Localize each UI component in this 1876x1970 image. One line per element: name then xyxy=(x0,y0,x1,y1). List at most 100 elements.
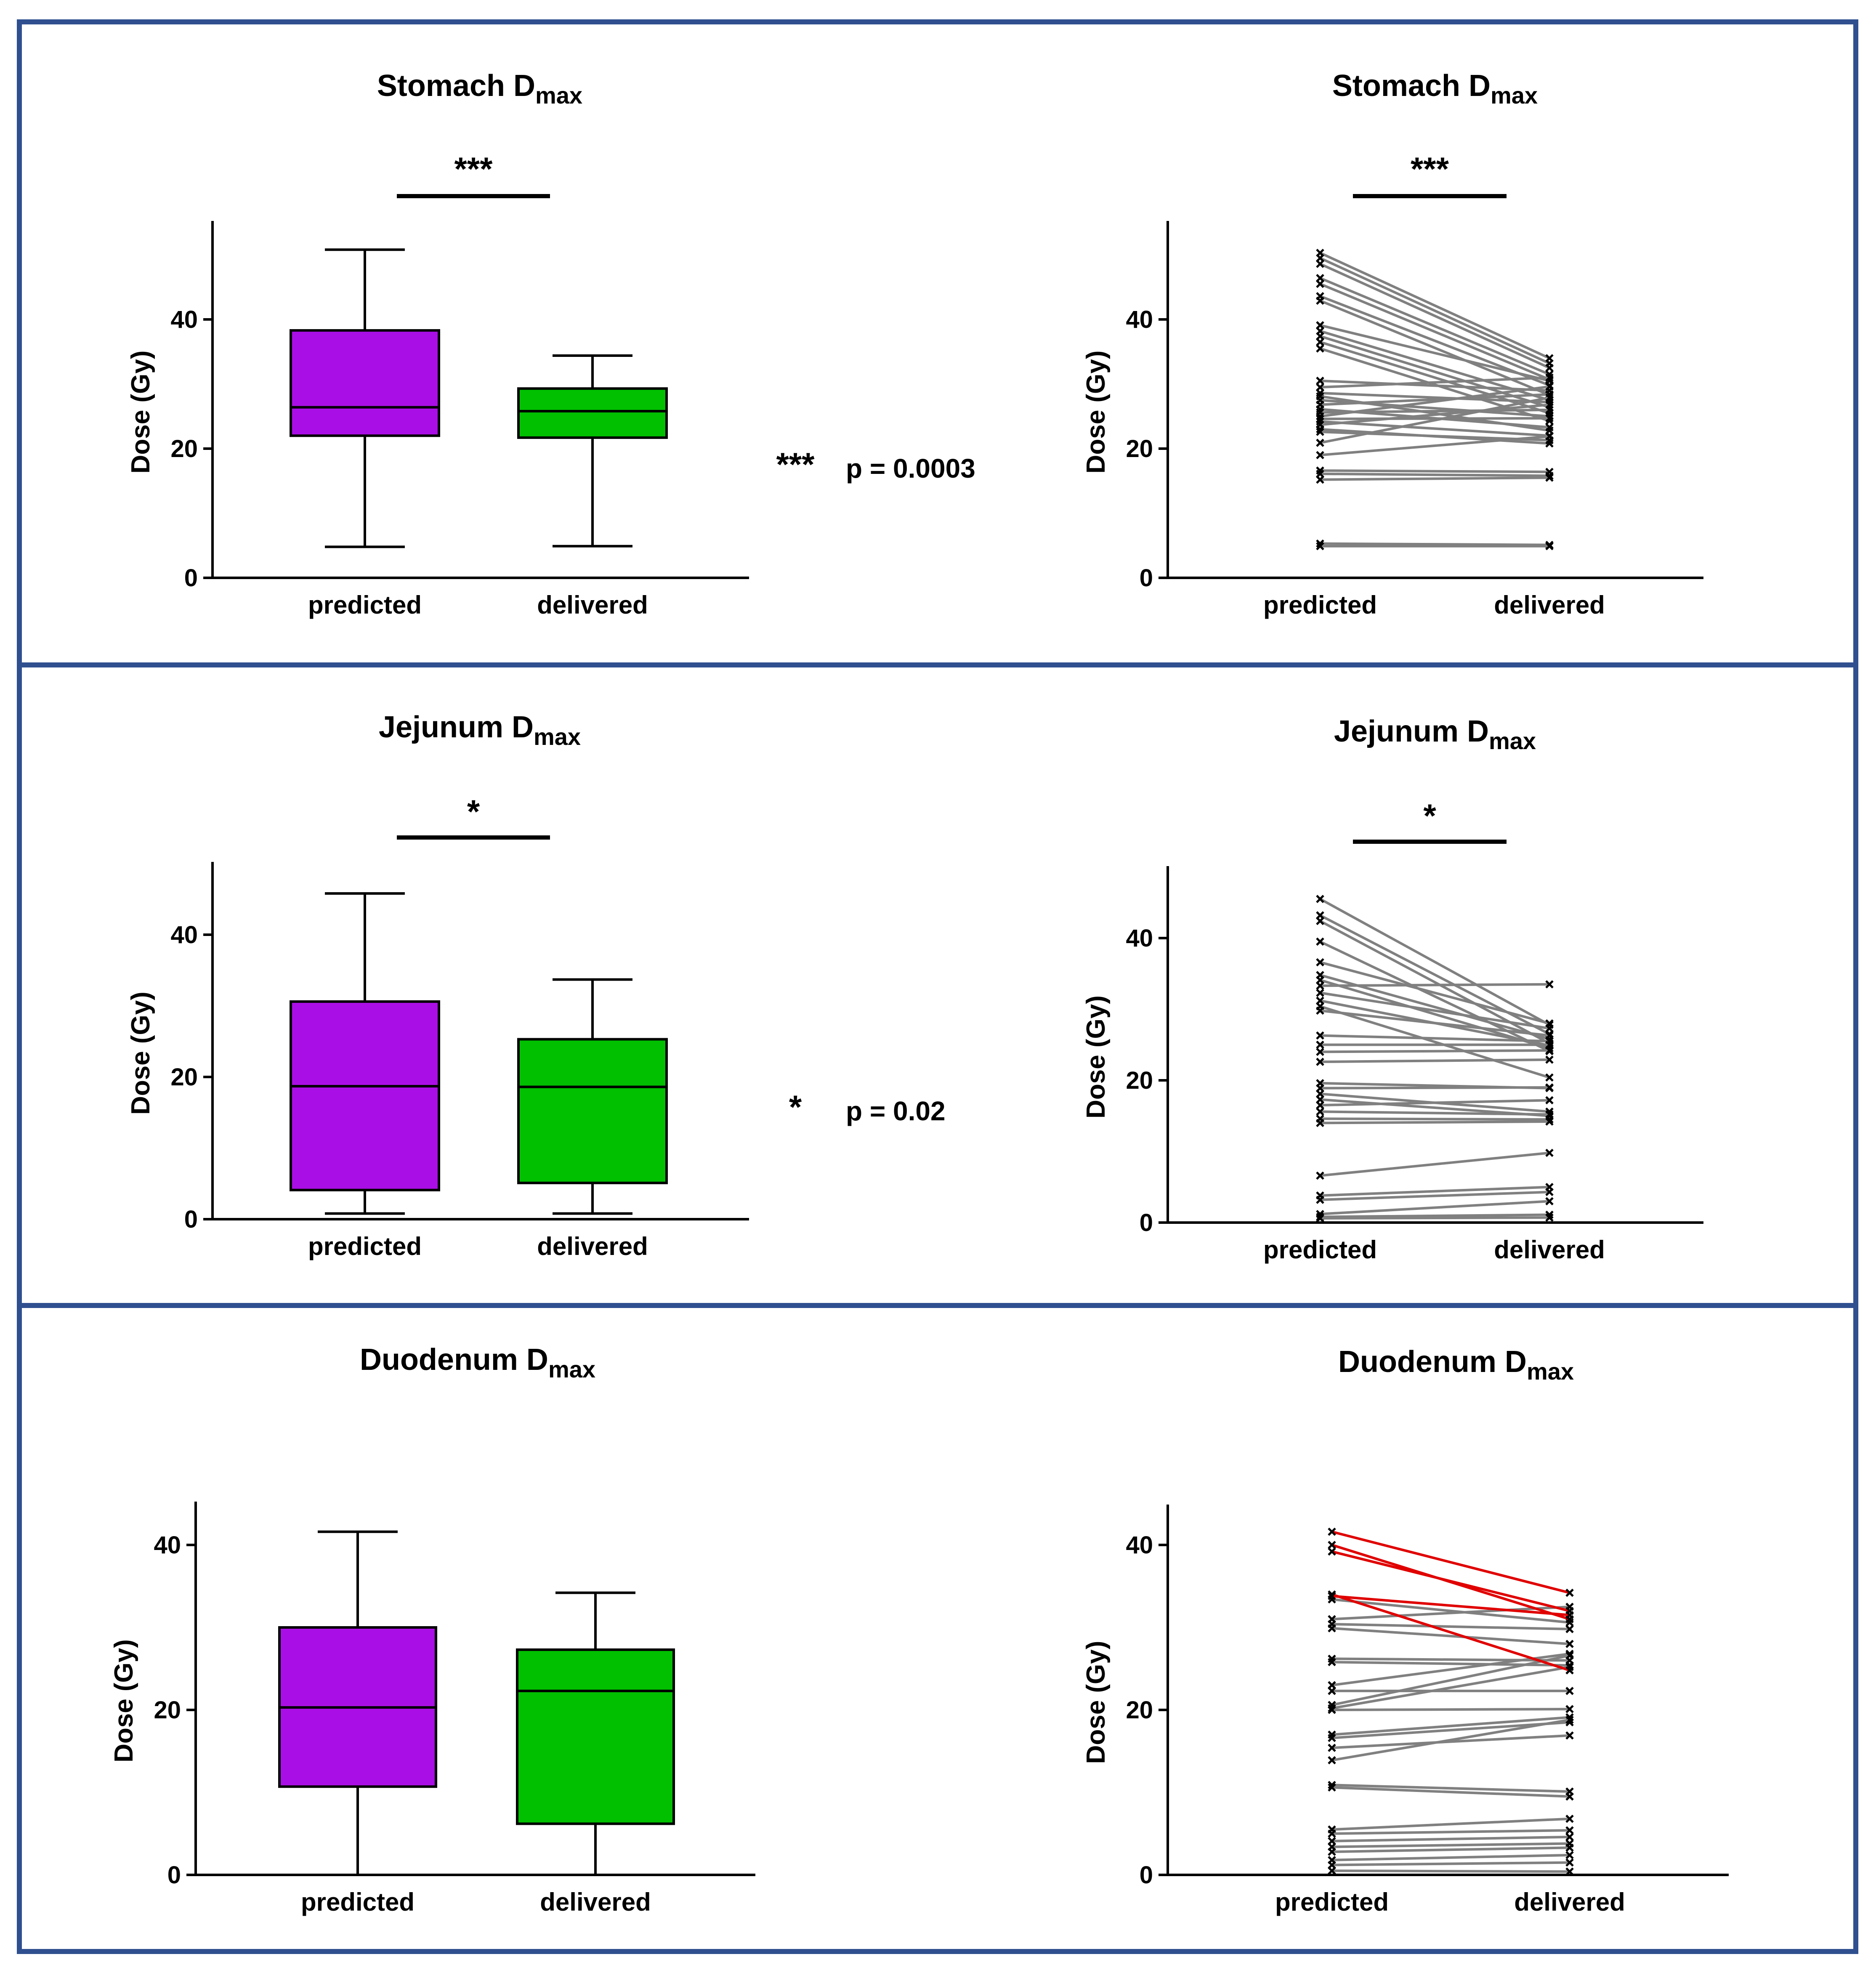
pair xyxy=(1328,1843,1574,1856)
data-point-marker xyxy=(1565,1687,1574,1695)
pair-line xyxy=(1319,276,1550,376)
data-point-marker xyxy=(1545,1073,1554,1082)
x-category-label: predicted xyxy=(308,591,422,619)
data-point-marker xyxy=(1316,260,1324,268)
data-point-marker xyxy=(1316,1196,1324,1204)
y-tick-label: 20 xyxy=(170,435,198,463)
significance-stars: *** xyxy=(454,150,493,187)
pair-line xyxy=(1320,385,1550,418)
chart-title-main: Duodenum D xyxy=(1338,1345,1527,1379)
y-tick-label: 0 xyxy=(1140,564,1153,592)
data-point-marker xyxy=(1545,423,1554,432)
y-axis-label: Dose (Gy) xyxy=(126,992,155,1115)
data-point-marker xyxy=(1316,917,1324,925)
pair-line xyxy=(1320,992,1550,1030)
data-point-marker xyxy=(1545,473,1554,482)
data-point-marker xyxy=(1328,1624,1336,1632)
data-point-marker xyxy=(1316,1101,1324,1109)
data-point-marker xyxy=(1565,1705,1574,1713)
data-point-marker xyxy=(1316,439,1324,447)
box-iqr xyxy=(290,1000,440,1191)
x-category-label: delivered xyxy=(537,1232,648,1260)
data-point-marker xyxy=(1545,432,1554,441)
p-value-label: p = 0.0003 xyxy=(846,453,975,484)
pair-line xyxy=(1331,1654,1570,1707)
chart-title: Jejunum Dmax xyxy=(379,710,581,750)
chart-title: Stomach Dmax xyxy=(377,69,582,109)
pair xyxy=(1328,1620,1574,1633)
significance-stars: * xyxy=(467,793,480,830)
p-value-stars: *** xyxy=(776,446,815,483)
pair-line xyxy=(1331,1593,1570,1672)
pair-line xyxy=(1320,417,1550,420)
data-point-marker xyxy=(1316,428,1324,436)
data-point-marker xyxy=(1565,1833,1574,1841)
pair-line xyxy=(1331,1623,1570,1630)
data-point-marker xyxy=(1328,1541,1336,1549)
pair-line xyxy=(1320,396,1550,444)
pair xyxy=(1316,1002,1554,1082)
data-point-marker xyxy=(1328,1658,1336,1667)
significance-stars: * xyxy=(1423,797,1436,834)
chart-title: Jejunum Dmax xyxy=(1334,715,1536,754)
data-point-marker xyxy=(1565,1651,1574,1660)
pair xyxy=(1316,542,1554,550)
pair xyxy=(1328,1705,1574,1714)
pair-line xyxy=(1331,1718,1570,1762)
data-point-marker xyxy=(1328,1733,1336,1742)
data-point-marker xyxy=(1328,1783,1336,1792)
pair-line xyxy=(1331,1786,1570,1798)
data-point-marker xyxy=(1316,1214,1324,1223)
pair xyxy=(1316,1055,1554,1066)
pair-line xyxy=(1331,1846,1570,1853)
data-point-marker xyxy=(1328,1848,1336,1856)
y-axis-label: Dose (Gy) xyxy=(1081,1641,1111,1764)
pair-line xyxy=(1320,1186,1550,1197)
pair-line xyxy=(1320,1009,1550,1037)
pair-line xyxy=(1320,1200,1550,1215)
data-point-marker xyxy=(1565,1715,1574,1724)
pair-line xyxy=(1320,403,1550,426)
data-point-marker xyxy=(1545,400,1554,409)
x-category-label: delivered xyxy=(537,591,648,619)
chart-title-main: Jejunum D xyxy=(379,710,534,744)
pair-line xyxy=(1320,1110,1550,1116)
data-point-marker xyxy=(1565,1611,1574,1619)
y-axis-label: Dose (Gy) xyxy=(126,351,155,474)
pair-line xyxy=(1319,257,1550,365)
pair xyxy=(1328,1731,1574,1752)
pair-line xyxy=(1320,393,1550,406)
pair-line xyxy=(1331,1716,1570,1736)
y-tick-label: 40 xyxy=(170,306,198,333)
chart-title-main: Stomach D xyxy=(1332,69,1491,103)
pair xyxy=(1328,1826,1574,1838)
data-point-marker xyxy=(1328,1866,1336,1875)
p-value-label: p = 0.02 xyxy=(846,1096,946,1126)
pair xyxy=(1316,432,1554,460)
data-point-marker xyxy=(1545,382,1554,391)
pair-line xyxy=(1331,1652,1570,1687)
y-tick-label: 40 xyxy=(1126,306,1153,333)
pair-line xyxy=(1320,1120,1550,1125)
pair xyxy=(1328,1718,1574,1742)
pair-line xyxy=(1319,940,1550,1053)
chart-stomach-pairs: Stomach Dmax 0 20 40 Dose (Gy) predicted deliv… xyxy=(1081,69,1703,619)
pair-line xyxy=(1320,1049,1550,1053)
pair xyxy=(1316,260,1554,372)
chart-title-subscript: max xyxy=(1527,1358,1574,1385)
pair xyxy=(1316,1096,1554,1109)
data-point-marker xyxy=(1316,981,1324,990)
data-point-marker xyxy=(1316,1171,1324,1180)
pair-line xyxy=(1331,1817,1570,1831)
y-tick-label: 0 xyxy=(167,1861,181,1889)
data-point-marker xyxy=(1316,475,1324,484)
data-point-marker xyxy=(1545,364,1554,372)
y-tick-label: 20 xyxy=(1126,1696,1153,1724)
data-point-marker xyxy=(1328,1706,1336,1714)
data-point-marker xyxy=(1316,344,1324,353)
pair xyxy=(1316,1117,1554,1127)
data-point-marker xyxy=(1565,1731,1574,1740)
box-iqr xyxy=(517,387,668,439)
y-tick-label: 40 xyxy=(154,1531,181,1559)
